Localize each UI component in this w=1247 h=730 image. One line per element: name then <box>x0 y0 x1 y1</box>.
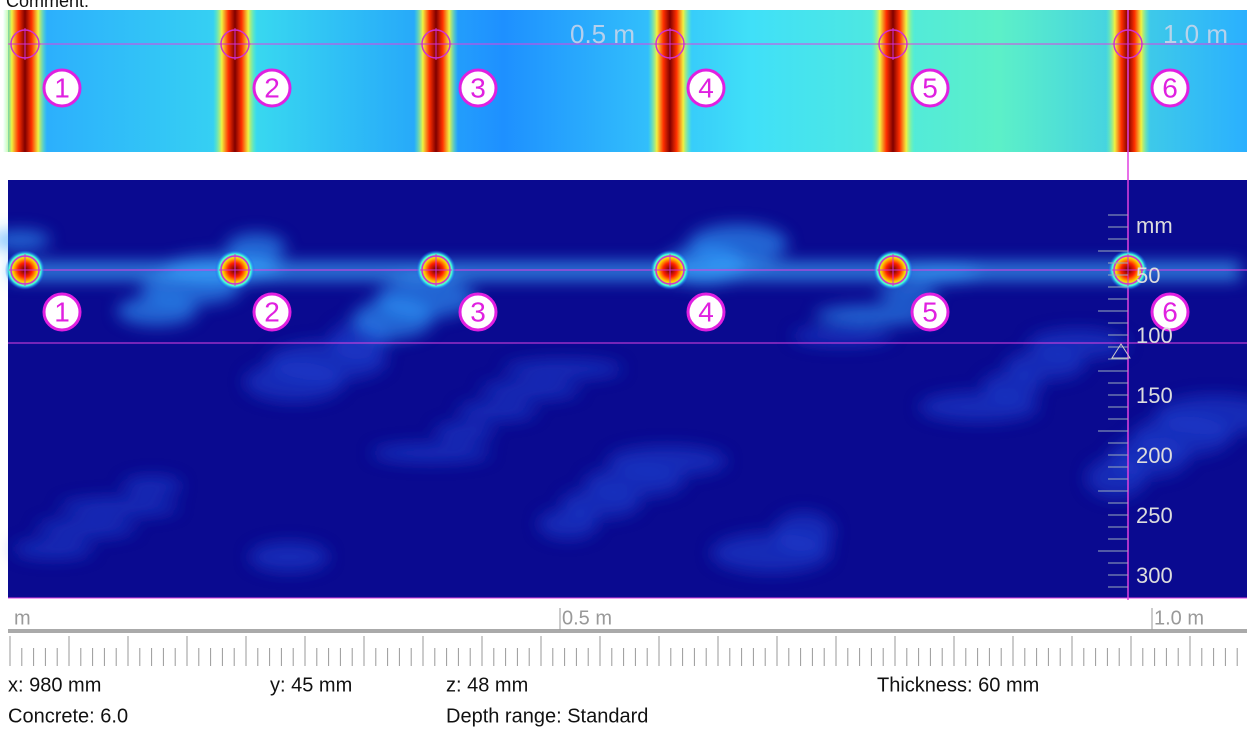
scan-blob <box>59 497 179 517</box>
scan-blob <box>434 422 494 442</box>
scan-blob <box>13 539 93 559</box>
depth-label: 250 <box>1136 503 1173 528</box>
marker-number: 3 <box>470 296 486 327</box>
marker-number: 5 <box>922 72 938 103</box>
scan-screen: Comment: 0.5 m 1.0 m 112233445566 mm5010… <box>0 0 1247 730</box>
status-concrete: Concrete: 6.0 <box>8 705 128 727</box>
marker-number: 2 <box>264 296 280 327</box>
marker-number: 5 <box>922 296 938 327</box>
depth-label: 150 <box>1136 383 1173 408</box>
depth-label: 300 <box>1136 563 1173 588</box>
marker-number: 1 <box>54 296 70 327</box>
scan-blob <box>36 518 136 538</box>
ruler-label: m <box>14 607 31 629</box>
status-z: z: 48 mm <box>446 674 528 696</box>
scan-blob <box>480 380 580 400</box>
marker-number: 2 <box>264 72 280 103</box>
ruler-label: 1.0 m <box>1154 607 1204 629</box>
marker-number: 6 <box>1162 72 1178 103</box>
scan-blob <box>122 476 182 496</box>
distance-label: 0.5 m <box>570 19 635 49</box>
scan-blob <box>371 443 491 463</box>
status-depth-range: Depth range: Standard <box>446 705 648 727</box>
scan-blob <box>457 401 537 421</box>
depth-label: 100 <box>1136 323 1173 348</box>
status-x: x: 980 mm <box>8 674 101 696</box>
comment-label: Comment: <box>6 0 89 11</box>
scan-blob <box>774 512 834 552</box>
marker-number: 4 <box>698 72 714 103</box>
ruler-label: 0.5 m <box>562 607 612 629</box>
scan-band <box>10 262 1240 280</box>
depth-label: 50 <box>1136 263 1160 288</box>
scan-blob <box>607 446 727 476</box>
status-thickness: Thickness: 60 mm <box>877 674 1039 696</box>
depth-unit: mm <box>1136 213 1173 238</box>
scan-blob <box>688 224 788 264</box>
marker-number: 1 <box>54 72 70 103</box>
marker-number: 4 <box>698 296 714 327</box>
scan-blob <box>1028 329 1128 359</box>
scan-blob <box>249 542 329 572</box>
depth-scan <box>8 180 1247 598</box>
page: Comment: 0.5 m 1.0 m 112233445566 mm5010… <box>0 0 1247 730</box>
marker-number: 3 <box>470 72 486 103</box>
status-y: y: 45 mm <box>270 674 352 696</box>
depth-label: 200 <box>1136 443 1173 468</box>
ruler <box>8 600 1247 668</box>
distance-label: 1.0 m <box>1163 19 1228 49</box>
scan-blob <box>503 359 623 379</box>
